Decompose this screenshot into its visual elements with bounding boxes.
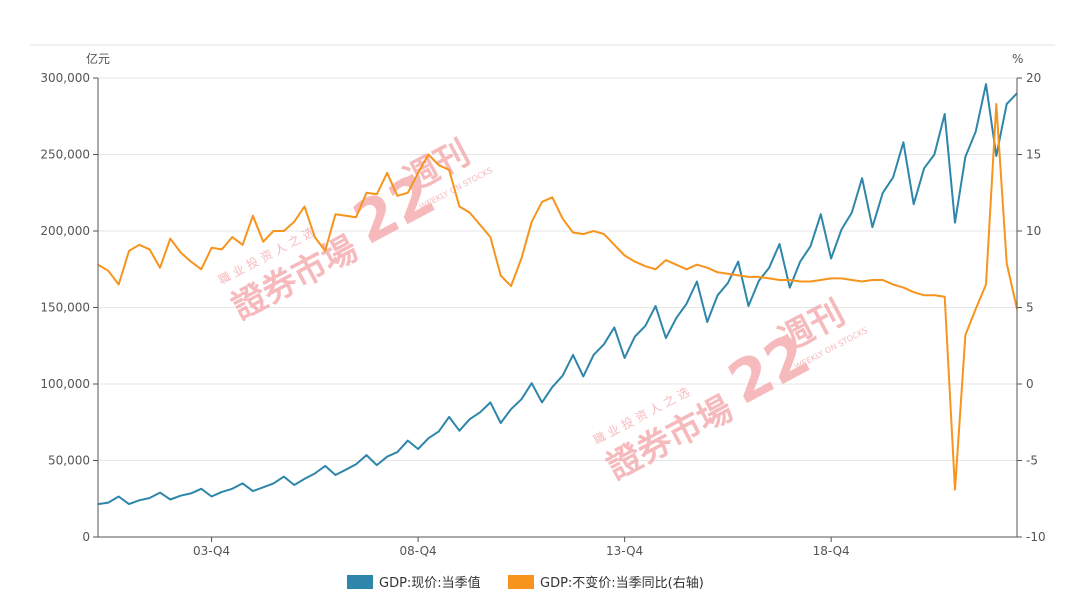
right-tick-label: 10 bbox=[1026, 224, 1041, 238]
right-tick-label: 0 bbox=[1026, 377, 1034, 391]
legend-swatch-gdp-constant-yoy bbox=[508, 575, 534, 589]
series-line-gdp-current bbox=[97, 83, 1018, 506]
right-tick-label: 20 bbox=[1026, 71, 1041, 85]
left-unit-label: 亿元 bbox=[86, 51, 110, 66]
right-tick-label: 5 bbox=[1026, 301, 1034, 315]
x-tick-label: 13-Q4 bbox=[606, 544, 643, 558]
left-tick-label: 100,000 bbox=[40, 377, 90, 391]
watermark-1: 職 业 投 资 人 之 选 證券市場 22 週刊 WEEKLY ON STOCK… bbox=[216, 133, 495, 328]
legend-swatch-gdp-current bbox=[347, 575, 373, 589]
right-tick-label: -5 bbox=[1026, 454, 1038, 468]
legend: GDP:现价:当季值 GDP:不变价:当季同比(右轴) bbox=[347, 575, 704, 591]
left-axis-ticks: 0 50,000 100,000 150,000 200,000 250,000 300,0… bbox=[40, 71, 98, 544]
left-tick-label: 50,000 bbox=[48, 454, 90, 468]
left-tick-label: 300,000 bbox=[40, 71, 90, 85]
x-tick-label: 08-Q4 bbox=[400, 544, 437, 558]
legend-item-gdp-current[interactable]: GDP:现价:当季值 bbox=[347, 575, 481, 591]
x-tick-label: 18-Q4 bbox=[813, 544, 850, 558]
gridlines bbox=[98, 77, 1017, 461]
legend-item-gdp-constant-yoy[interactable]: GDP:不变价:当季同比(右轴) bbox=[508, 575, 704, 591]
series-lines bbox=[97, 83, 1018, 506]
right-tick-label: 15 bbox=[1026, 148, 1041, 162]
right-unit-label: % bbox=[1012, 52, 1023, 66]
left-tick-label: 150,000 bbox=[40, 301, 90, 315]
x-tick-label: 03-Q4 bbox=[193, 544, 230, 558]
x-axis-ticks: 03-Q4 08-Q4 13-Q4 18-Q4 bbox=[193, 537, 850, 558]
right-tick-label: -10 bbox=[1026, 530, 1046, 544]
legend-label-gdp-constant-yoy: GDP:不变价:当季同比(右轴) bbox=[540, 575, 704, 591]
series-line-gdp-constant-yoy bbox=[97, 103, 1018, 491]
watermark-2: 職 业 投 资 人 之 选 證券市場 22 週刊 WEEKLY ON STOCK… bbox=[591, 293, 870, 488]
right-axis-ticks: -10 -5 0 5 10 15 20 bbox=[1017, 71, 1046, 544]
left-tick-label: 0 bbox=[82, 530, 90, 544]
left-tick-label: 200,000 bbox=[40, 224, 90, 238]
left-tick-label: 250,000 bbox=[40, 148, 90, 162]
legend-label-gdp-current: GDP:现价:当季值 bbox=[379, 575, 481, 591]
